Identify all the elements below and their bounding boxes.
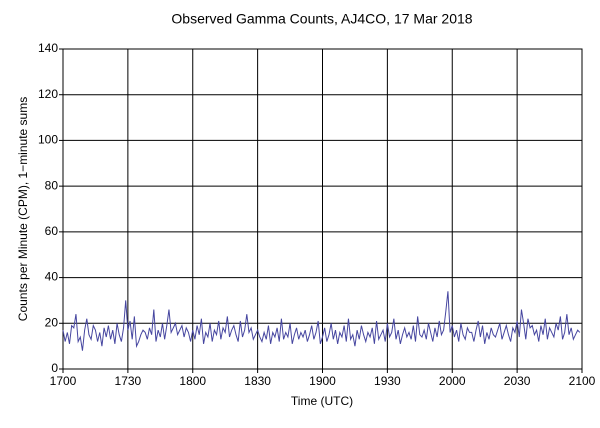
plot-frame bbox=[62, 48, 583, 370]
y-tick-label: 140 bbox=[38, 41, 58, 55]
y-tick-label: 20 bbox=[45, 315, 59, 329]
x-tick-label: 2100 bbox=[569, 374, 596, 388]
y-tick-label: 40 bbox=[45, 270, 59, 284]
chart-title: Observed Gamma Counts, AJ4CO, 17 Mar 201… bbox=[171, 11, 472, 27]
x-tick-label: 1700 bbox=[50, 374, 77, 388]
x-tick-label: 1930 bbox=[374, 374, 401, 388]
y-tick-label: 120 bbox=[38, 87, 58, 101]
data-line bbox=[62, 291, 581, 351]
y-tick-label: 0 bbox=[51, 361, 58, 375]
x-tick-label: 1730 bbox=[115, 374, 142, 388]
y-axis-label: Counts per Minute (CPM), 1−minute sums bbox=[16, 97, 30, 321]
x-tick-label: 1800 bbox=[179, 374, 206, 388]
x-tick-label: 1830 bbox=[244, 374, 271, 388]
x-axis-label: Time (UTC) bbox=[291, 394, 353, 408]
y-tick-label: 80 bbox=[45, 178, 59, 192]
y-tick-label: 100 bbox=[38, 133, 58, 147]
y-tick-label: 60 bbox=[45, 224, 59, 238]
x-tick-label: 2030 bbox=[504, 374, 531, 388]
x-tick-label: 2000 bbox=[439, 374, 466, 388]
x-tick-label: 1900 bbox=[309, 374, 336, 388]
